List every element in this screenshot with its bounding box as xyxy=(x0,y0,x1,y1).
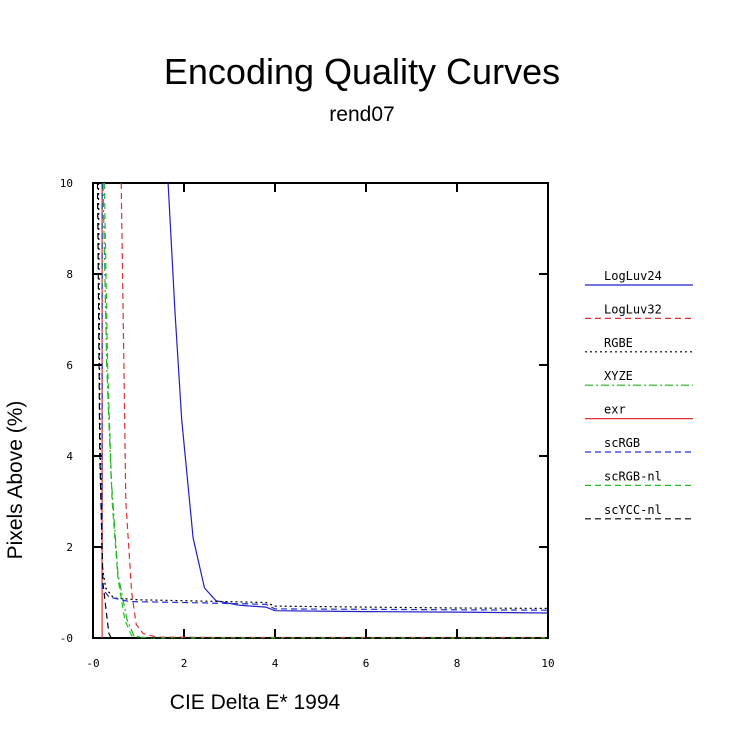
x-tick-label: -0 xyxy=(86,657,99,670)
series-line xyxy=(96,182,548,639)
series-line xyxy=(103,182,548,639)
x-axis-label: CIE Delta E* 1994 xyxy=(170,691,341,714)
x-tick-label: 10 xyxy=(541,657,554,670)
plot-frame xyxy=(92,182,549,639)
x-tick-label: 8 xyxy=(454,657,461,670)
chart-subtitle: rend07 xyxy=(329,103,394,126)
x-tick-label: 4 xyxy=(272,657,279,670)
legend-label: LogLuv32 xyxy=(604,302,662,316)
series-line xyxy=(120,182,548,639)
legend-label: scYCC-nl xyxy=(604,503,662,517)
legend: LogLuv24 LogLuv32 RGBE XYZE exr scRGB scRGB-nl… xyxy=(585,269,693,520)
series-line xyxy=(101,183,549,611)
x-tick-label: 6 xyxy=(363,657,370,670)
y-tick-label: 2 xyxy=(66,541,73,554)
y-tick-label: 8 xyxy=(66,268,73,281)
series-lines xyxy=(96,182,549,639)
y-tick-label: 4 xyxy=(66,450,73,463)
x-tick-label: 2 xyxy=(181,657,188,670)
legend-label: exr xyxy=(604,403,626,417)
y-tick-label: 6 xyxy=(66,359,73,372)
y-tick-label: -0 xyxy=(60,632,73,645)
legend-label: scRGB-nl xyxy=(604,469,662,483)
legend-label: scRGB xyxy=(604,436,640,450)
series-line xyxy=(167,182,549,614)
y-tick-label: 10 xyxy=(60,177,73,190)
series-line xyxy=(102,182,548,639)
series-line xyxy=(97,182,549,609)
chart-title: Encoding Quality Curves xyxy=(164,51,560,92)
legend-label: LogLuv24 xyxy=(604,269,662,283)
y-axis-label: Pixels Above (%) xyxy=(4,401,27,560)
legend-label: RGBE xyxy=(604,336,633,350)
axis-ticks: -0 2 4 6 8 10 -0 2 4 6 8 10 xyxy=(60,177,555,670)
legend-label: XYZE xyxy=(604,369,633,383)
